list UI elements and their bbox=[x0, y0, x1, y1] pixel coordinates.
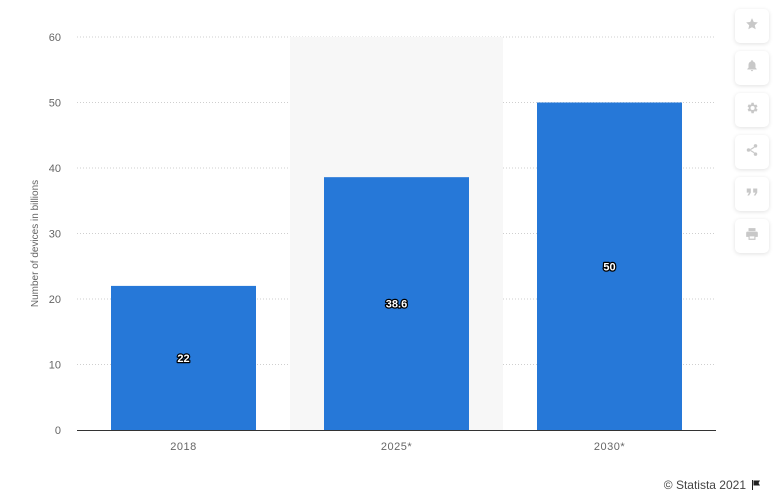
x-tick-labels: 2018 2025* 2030* bbox=[170, 441, 625, 453]
bar[interactable] bbox=[324, 177, 469, 430]
print-button[interactable] bbox=[735, 219, 769, 253]
y-tick-labels: 0 10 20 30 40 50 60 bbox=[49, 32, 61, 437]
bar-chart: 0 10 20 30 40 50 60 2018 2025* 2030* 22 38.6 50 Nu… bbox=[30, 32, 716, 453]
bar[interactable] bbox=[537, 102, 682, 431]
star-icon bbox=[745, 17, 759, 36]
y-tick-label: 40 bbox=[49, 163, 61, 175]
data-label: 50 bbox=[603, 261, 615, 273]
x-tick-label: 2030* bbox=[594, 441, 625, 453]
credit-text: © Statista 2021 bbox=[663, 478, 746, 492]
bell-icon bbox=[745, 59, 759, 78]
cite-button[interactable] bbox=[735, 177, 769, 211]
data-label: 38.6 bbox=[386, 299, 407, 311]
copyright-credit: © Statista 2021 bbox=[664, 478, 762, 492]
gear-icon bbox=[745, 101, 759, 120]
print-icon bbox=[745, 227, 759, 246]
quote-icon bbox=[745, 185, 759, 204]
data-label: 22 bbox=[177, 353, 189, 365]
bar[interactable] bbox=[111, 285, 256, 430]
x-tick-label: 2025* bbox=[381, 441, 412, 453]
y-axis-title: Number of devices in billions bbox=[30, 180, 41, 307]
data-labels: 22 38.6 50 bbox=[176, 260, 617, 366]
flag-icon[interactable] bbox=[750, 479, 762, 491]
y-tick-label: 0 bbox=[55, 425, 61, 437]
settings-button[interactable] bbox=[735, 93, 769, 127]
share-button[interactable] bbox=[735, 135, 769, 169]
share-icon bbox=[745, 143, 759, 162]
notification-button[interactable] bbox=[735, 51, 769, 85]
favorite-button[interactable] bbox=[735, 9, 769, 43]
y-tick-label: 60 bbox=[49, 32, 61, 44]
y-tick-label: 30 bbox=[49, 229, 61, 241]
x-tick-label: 2018 bbox=[170, 441, 196, 453]
y-tick-label: 50 bbox=[49, 98, 61, 110]
y-tick-label: 20 bbox=[49, 294, 61, 306]
y-tick-label: 10 bbox=[49, 360, 61, 372]
bars bbox=[111, 102, 682, 431]
sidebar-toolbar bbox=[735, 9, 769, 261]
